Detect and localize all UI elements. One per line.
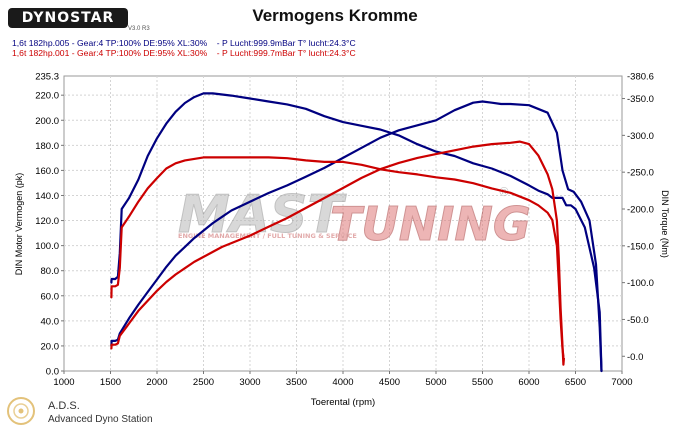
- series-line-run1-torque: [110, 92, 603, 373]
- legend-run-2: 1,6t 182hp.001 - Gear:4 TP:100% DE:95% X…: [12, 48, 356, 58]
- series-line-run2-power: [110, 140, 566, 366]
- y-right-tick-label: -100.0: [627, 278, 654, 289]
- x-tick-label: 2000: [146, 377, 167, 388]
- y-left-tick-label: 20.0: [41, 341, 60, 352]
- chart-title: Vermogens Kromme: [252, 6, 418, 25]
- series-line-run2-torque: [110, 156, 565, 358]
- logo-version: V3.0 R3: [128, 26, 150, 32]
- y-left-tick-label: 140.0: [35, 191, 59, 202]
- y-left-tick-label: 120.0: [35, 216, 59, 227]
- x-tick-label: 4000: [332, 377, 353, 388]
- y-right-tick-label: -300.0: [627, 131, 654, 142]
- x-tick-label: 6000: [518, 377, 539, 388]
- y-right-tick-label: -200.0: [627, 204, 654, 215]
- y-axis-right-label: DIN Torque (Nm): [660, 190, 670, 258]
- x-tick-label: 1500: [100, 377, 121, 388]
- x-tick-label: 7000: [611, 377, 632, 388]
- legend-run-1: 1,6t 182hp.005 - Gear:4 TP:100% DE:95% X…: [12, 38, 356, 48]
- x-tick-label: 5500: [472, 377, 493, 388]
- axes: 1000 1500 2000 2500 3000 3500 4000 4500 5000 5500…: [35, 72, 654, 389]
- y-right-tick-label: -0.0: [627, 352, 643, 363]
- x-tick-label: 5000: [425, 377, 446, 388]
- y-left-max-label: 235.3: [35, 72, 59, 83]
- y-right-tick-label: -250.0: [627, 168, 654, 179]
- y-left-tick-label: 220.0: [35, 91, 59, 102]
- footer-subtitle: Advanced Dyno Station: [48, 414, 153, 425]
- footer-title: A.D.S.: [48, 400, 80, 412]
- y-left-tick-label: 40.0: [41, 316, 60, 327]
- x-axis-label: Toerental (rpm): [311, 397, 375, 408]
- y-left-tick-label: 200.0: [35, 116, 59, 127]
- y-right-tick-label: -350.0: [627, 94, 654, 105]
- y-left-tick-label: 180.0: [35, 141, 59, 152]
- y-right-tick-label: -150.0: [627, 241, 654, 252]
- series-layer: [110, 92, 603, 373]
- series-line-run1-power: [110, 100, 603, 373]
- x-tick-label: 1000: [53, 377, 74, 388]
- ads-logo-icon: [7, 397, 35, 425]
- x-tick-label: 3500: [286, 377, 307, 388]
- y-axis-left-label: DIN Motor Vermogen (pk): [14, 173, 24, 276]
- y-left-tick-label: 0.0: [46, 367, 59, 378]
- x-tick-label: 4500: [379, 377, 400, 388]
- x-tick-label: 6500: [565, 377, 586, 388]
- x-tick-label: 2500: [193, 377, 214, 388]
- y-left-tick-label: 60.0: [41, 291, 60, 302]
- dynostar-logo: DYNOSTAR: [8, 8, 128, 28]
- y-left-tick-label: 80.0: [41, 266, 60, 277]
- y-right-max-label: -380.6: [627, 72, 654, 83]
- watermark-tagline: ENGINE MANAGEMENT / FULL TUNING & SERVIC…: [178, 232, 357, 240]
- x-tick-label: 3000: [239, 377, 260, 388]
- watermark-brand-right: TUNING: [330, 197, 531, 251]
- y-right-tick-label: -50.0: [627, 315, 649, 326]
- y-left-tick-label: 160.0: [35, 166, 59, 177]
- y-left-tick-label: 100.0: [35, 241, 59, 252]
